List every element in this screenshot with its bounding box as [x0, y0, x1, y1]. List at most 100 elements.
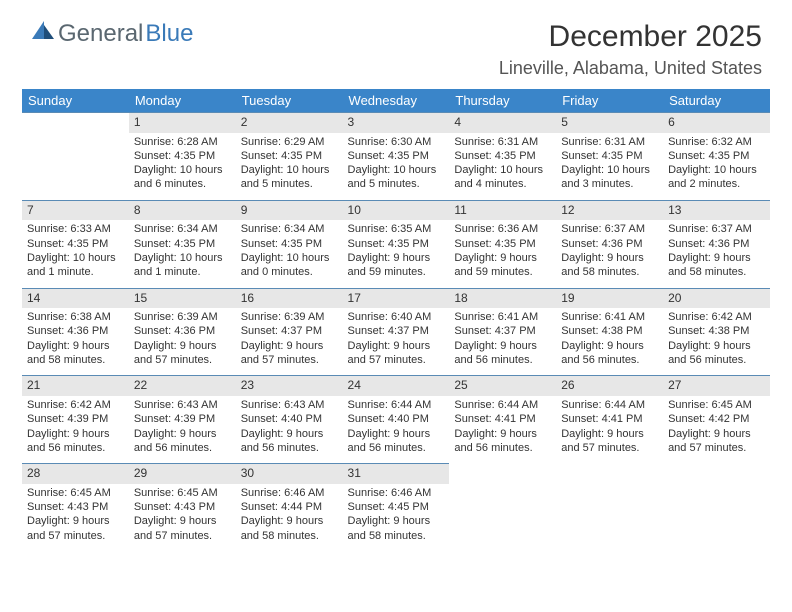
sunset-value: 4:38 PM — [708, 325, 749, 337]
day-number: 12 — [556, 200, 663, 221]
logo-text-general: General — [58, 20, 143, 48]
sunrise-label: Sunrise: — [134, 136, 174, 148]
sunrise-value: 6:39 AM — [284, 311, 324, 323]
calendar-week-row: 14Sunrise: 6:38 AMSunset: 4:36 PMDayligh… — [22, 288, 770, 376]
calendar-cell: 11Sunrise: 6:36 AMSunset: 4:35 PMDayligh… — [449, 200, 556, 288]
empty-day — [22, 112, 129, 131]
sunrise-label: Sunrise: — [668, 399, 708, 411]
sunset-value: 4:35 PM — [602, 150, 643, 162]
sunrise-label: Sunrise: — [27, 399, 67, 411]
sunset-label: Sunset: — [348, 238, 385, 250]
sunset-label: Sunset: — [27, 501, 64, 513]
logo-icon — [30, 19, 56, 46]
sunset-value: 4:36 PM — [708, 238, 749, 250]
day-number: 5 — [556, 112, 663, 133]
daylight-label: Daylight: — [241, 515, 284, 527]
daylight-label: Daylight: — [348, 515, 391, 527]
sunrise-label: Sunrise: — [241, 399, 281, 411]
calendar-cell: 8Sunrise: 6:34 AMSunset: 4:35 PMDaylight… — [129, 200, 236, 288]
daylight-label: Daylight: — [27, 515, 70, 527]
day-number: 2 — [236, 112, 343, 133]
sunrise-value: 6:43 AM — [177, 399, 217, 411]
sunset-label: Sunset: — [241, 325, 278, 337]
day-content: Sunrise: 6:35 AMSunset: 4:35 PMDaylight:… — [343, 220, 450, 287]
daylight-label: Daylight: — [561, 252, 604, 264]
sunset-value: 4:37 PM — [388, 325, 429, 337]
calendar-week-row: 21Sunrise: 6:42 AMSunset: 4:39 PMDayligh… — [22, 375, 770, 463]
sunset-label: Sunset: — [348, 150, 385, 162]
daylight-label: Daylight: — [561, 164, 604, 176]
day-number: 29 — [129, 463, 236, 484]
calendar-table: SundayMondayTuesdayWednesdayThursdayFrid… — [22, 89, 770, 551]
sunrise-label: Sunrise: — [561, 223, 601, 235]
sunset-value: 4:40 PM — [281, 413, 322, 425]
daylight-label: Daylight: — [348, 428, 391, 440]
calendar-cell: 22Sunrise: 6:43 AMSunset: 4:39 PMDayligh… — [129, 375, 236, 463]
daylight-label: Daylight: — [561, 428, 604, 440]
sunrise-value: 6:46 AM — [284, 487, 324, 499]
sunrise-value: 6:37 AM — [711, 223, 751, 235]
sunset-label: Sunset: — [241, 413, 278, 425]
calendar-cell — [449, 463, 556, 551]
daylight-label: Daylight: — [241, 164, 284, 176]
sunrise-label: Sunrise: — [27, 311, 67, 323]
logo: General Blue — [30, 20, 193, 48]
sunset-label: Sunset: — [561, 238, 598, 250]
daylight-label: Daylight: — [348, 164, 391, 176]
sunset-value: 4:35 PM — [388, 150, 429, 162]
sunrise-label: Sunrise: — [134, 399, 174, 411]
day-content: Sunrise: 6:39 AMSunset: 4:36 PMDaylight:… — [129, 308, 236, 375]
sunset-value: 4:35 PM — [174, 150, 215, 162]
page-title: December 2025 — [499, 20, 762, 54]
sunset-label: Sunset: — [668, 238, 705, 250]
weekday-header: Thursday — [449, 89, 556, 112]
day-content: Sunrise: 6:43 AMSunset: 4:39 PMDaylight:… — [129, 396, 236, 463]
calendar-cell: 26Sunrise: 6:44 AMSunset: 4:41 PMDayligh… — [556, 375, 663, 463]
day-number: 8 — [129, 200, 236, 221]
calendar-cell: 29Sunrise: 6:45 AMSunset: 4:43 PMDayligh… — [129, 463, 236, 551]
day-number: 28 — [22, 463, 129, 484]
day-content: Sunrise: 6:44 AMSunset: 4:40 PMDaylight:… — [343, 396, 450, 463]
sunset-label: Sunset: — [27, 238, 64, 250]
daylight-label: Daylight: — [134, 515, 177, 527]
sunset-label: Sunset: — [27, 413, 64, 425]
daylight-label: Daylight: — [668, 428, 711, 440]
calendar-cell: 1Sunrise: 6:28 AMSunset: 4:35 PMDaylight… — [129, 112, 236, 200]
sunset-value: 4:39 PM — [67, 413, 108, 425]
daylight-label: Daylight: — [348, 340, 391, 352]
day-content: Sunrise: 6:31 AMSunset: 4:35 PMDaylight:… — [449, 133, 556, 200]
day-content: Sunrise: 6:32 AMSunset: 4:35 PMDaylight:… — [663, 133, 770, 200]
calendar-cell: 10Sunrise: 6:35 AMSunset: 4:35 PMDayligh… — [343, 200, 450, 288]
day-number: 16 — [236, 288, 343, 309]
sunset-value: 4:35 PM — [495, 150, 536, 162]
day-content: Sunrise: 6:45 AMSunset: 4:42 PMDaylight:… — [663, 396, 770, 463]
sunset-value: 4:35 PM — [708, 150, 749, 162]
sunrise-value: 6:33 AM — [70, 223, 110, 235]
calendar-cell: 14Sunrise: 6:38 AMSunset: 4:36 PMDayligh… — [22, 288, 129, 376]
calendar-cell: 31Sunrise: 6:46 AMSunset: 4:45 PMDayligh… — [343, 463, 450, 551]
day-number: 25 — [449, 375, 556, 396]
sunrise-value: 6:40 AM — [391, 311, 431, 323]
day-content: Sunrise: 6:43 AMSunset: 4:40 PMDaylight:… — [236, 396, 343, 463]
day-number: 13 — [663, 200, 770, 221]
sunset-value: 4:36 PM — [174, 325, 215, 337]
sunrise-value: 6:42 AM — [711, 311, 751, 323]
day-content: Sunrise: 6:41 AMSunset: 4:37 PMDaylight:… — [449, 308, 556, 375]
calendar-cell: 24Sunrise: 6:44 AMSunset: 4:40 PMDayligh… — [343, 375, 450, 463]
calendar-cell: 28Sunrise: 6:45 AMSunset: 4:43 PMDayligh… — [22, 463, 129, 551]
calendar-cell — [22, 112, 129, 200]
day-content: Sunrise: 6:46 AMSunset: 4:45 PMDaylight:… — [343, 484, 450, 551]
day-number: 15 — [129, 288, 236, 309]
sunrise-label: Sunrise: — [561, 136, 601, 148]
sunset-label: Sunset: — [454, 325, 491, 337]
sunset-value: 4:35 PM — [495, 238, 536, 250]
sunset-label: Sunset: — [134, 413, 171, 425]
calendar-cell: 4Sunrise: 6:31 AMSunset: 4:35 PMDaylight… — [449, 112, 556, 200]
sunset-value: 4:42 PM — [708, 413, 749, 425]
calendar-cell: 12Sunrise: 6:37 AMSunset: 4:36 PMDayligh… — [556, 200, 663, 288]
sunrise-value: 6:44 AM — [498, 399, 538, 411]
sunrise-label: Sunrise: — [27, 487, 67, 499]
sunrise-value: 6:37 AM — [605, 223, 645, 235]
sunrise-label: Sunrise: — [454, 311, 494, 323]
sunset-label: Sunset: — [134, 238, 171, 250]
